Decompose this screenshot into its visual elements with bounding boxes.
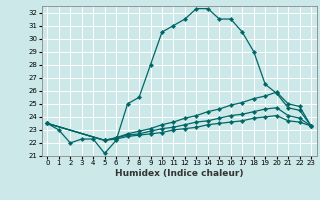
X-axis label: Humidex (Indice chaleur): Humidex (Indice chaleur) (115, 169, 244, 178)
